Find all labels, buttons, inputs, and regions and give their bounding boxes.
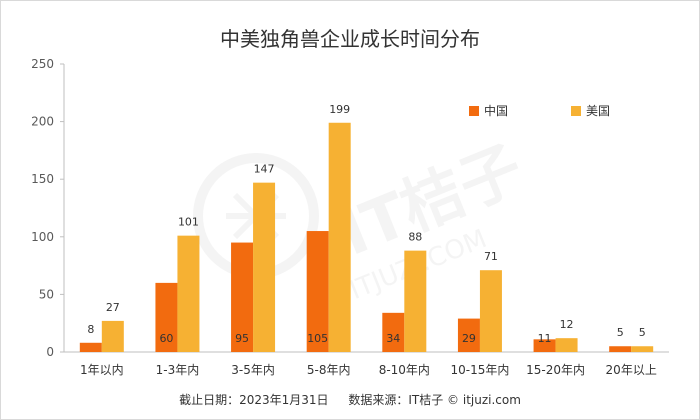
data-label-usa: 88	[408, 231, 422, 244]
data-label-usa: 27	[106, 301, 120, 314]
x-tick-label: 1年以内	[80, 363, 124, 377]
legend: 中国 美国	[469, 102, 649, 122]
data-label-china: 29	[462, 332, 476, 345]
x-tick-label: 8-10年内	[379, 363, 430, 377]
x-tick-label: 5-8年内	[307, 363, 351, 377]
bar-chart: IT桔子 ITJUZI.COM 0501001502002501年以内1-3年内…	[31, 57, 669, 377]
x-tick-label: 15-20年内	[526, 363, 585, 377]
x-tick-label: 3-5年内	[231, 363, 275, 377]
bar-china	[533, 339, 556, 352]
data-label-usa: 101	[178, 216, 199, 229]
bar-usa	[253, 182, 276, 352]
x-tick-label: 20年以上	[606, 363, 657, 377]
data-label-china: 60	[159, 332, 173, 345]
bar-china	[155, 282, 178, 352]
data-label-china: 5	[617, 326, 624, 339]
legend-label-usa: 美国	[586, 104, 611, 118]
data-label-usa: 199	[329, 103, 350, 116]
bar-usa	[328, 122, 351, 352]
y-tick-label: 0	[46, 345, 54, 359]
bar-usa	[404, 250, 427, 352]
data-label-china: 34	[386, 332, 400, 345]
bar-china	[609, 346, 632, 352]
legend-item-usa: 美国	[571, 102, 610, 119]
bar-usa	[101, 320, 124, 352]
footer: 截止日期：2023年1月31日 数据来源：IT桔子 © itjuzi.com	[1, 391, 699, 408]
data-label-china: 95	[235, 332, 249, 345]
bar-usa	[555, 338, 578, 352]
chart-title: 中美独角兽企业成长时间分布	[220, 27, 480, 51]
legend-label-china: 中国	[484, 104, 509, 118]
data-label-china: 8	[87, 323, 94, 336]
data-labels: 8 60 95 105 34 29 11 5 27 101 147 199 88 71 12 5	[87, 103, 645, 345]
bar-china	[457, 318, 480, 352]
bar-usa	[631, 346, 654, 352]
bar-china	[79, 342, 102, 352]
bar-usa	[479, 270, 502, 352]
bar-usa	[177, 235, 200, 352]
footer-date: 截止日期：2023年1月31日	[179, 393, 329, 407]
bar-china	[231, 242, 254, 352]
footer-source: 数据来源：IT桔子 © itjuzi.com	[348, 393, 521, 407]
legend-item-china: 中国	[469, 102, 508, 119]
legend-swatch-china	[469, 105, 479, 116]
legend-swatch-usa	[571, 105, 581, 116]
x-tick-label: 1-3年内	[156, 363, 200, 377]
y-tick-label: 200	[31, 115, 54, 129]
data-label-usa: 12	[560, 318, 574, 331]
y-tick-label: 150	[31, 172, 54, 186]
y-tick-label: 50	[39, 287, 54, 301]
data-label-usa: 147	[254, 163, 275, 176]
bars	[79, 122, 654, 352]
data-label-china: 105	[307, 332, 328, 345]
data-label-usa: 71	[484, 250, 498, 263]
y-tick-label: 100	[31, 230, 54, 244]
data-label-china: 11	[538, 332, 552, 345]
x-tick-label: 10-15年内	[451, 363, 510, 377]
bar-china	[382, 312, 405, 352]
bar-china	[306, 231, 329, 352]
y-tick-label: 250	[31, 57, 54, 71]
data-label-usa: 5	[639, 326, 646, 339]
